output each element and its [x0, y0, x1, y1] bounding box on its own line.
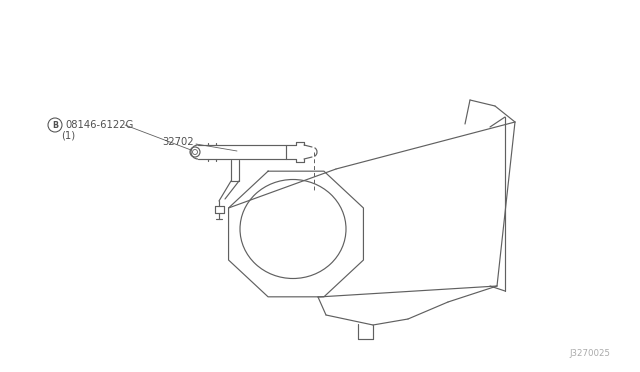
Text: J3270025: J3270025 [569, 349, 610, 358]
Text: 32702: 32702 [162, 137, 194, 147]
Text: (1): (1) [61, 131, 75, 141]
Text: 08146-6122G: 08146-6122G [65, 120, 133, 130]
Text: B: B [52, 121, 58, 129]
